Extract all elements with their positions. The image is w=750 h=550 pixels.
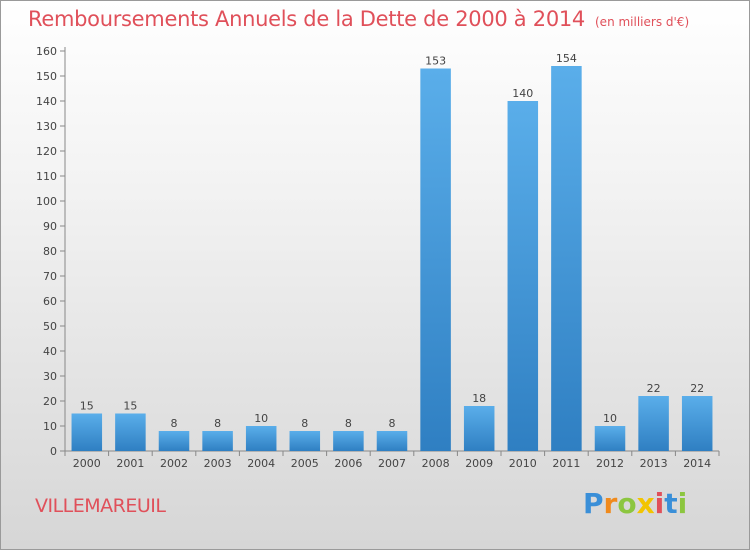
data-label: 10 — [254, 412, 268, 425]
x-tick-label: 2002 — [160, 457, 188, 470]
x-tick-label: 2011 — [552, 457, 580, 470]
data-label: 15 — [80, 400, 94, 413]
bar — [507, 101, 539, 451]
data-label: 8 — [171, 417, 178, 430]
y-tick-label: 20 — [43, 395, 57, 408]
y-tick-label: 90 — [43, 220, 57, 233]
chart-title: Remboursements Annuels de la Dette de 20… — [28, 7, 585, 31]
y-tick-label: 150 — [36, 70, 57, 83]
data-label: 8 — [301, 417, 308, 430]
y-tick-label: 130 — [36, 120, 57, 133]
logo-letter: x — [636, 487, 655, 520]
commune-name: VILLEMAREUIL — [35, 495, 166, 517]
y-tick-label: 80 — [43, 245, 57, 258]
x-tick-label: 2006 — [334, 457, 362, 470]
bar — [551, 66, 582, 451]
y-tick-label: 50 — [43, 320, 57, 333]
y-tick-label: 0 — [50, 445, 57, 458]
data-label: 154 — [556, 52, 577, 65]
logo-letter: i — [654, 487, 665, 520]
data-label: 10 — [603, 412, 617, 425]
bar — [638, 396, 669, 451]
data-label: 140 — [512, 87, 533, 100]
data-label: 18 — [472, 392, 486, 405]
data-label: 8 — [345, 417, 352, 430]
data-label: 153 — [425, 55, 446, 68]
x-tick-label: 2009 — [465, 457, 493, 470]
bar — [158, 431, 190, 451]
chart-subtitle: (en milliers d'€) — [595, 15, 690, 29]
bar — [115, 413, 146, 451]
logo-letter: P — [583, 487, 604, 520]
bar — [202, 431, 233, 451]
data-label: 22 — [647, 382, 661, 395]
y-tick-label: 70 — [43, 270, 57, 283]
y-tick-label: 120 — [36, 145, 57, 158]
y-tick-label: 10 — [43, 420, 57, 433]
bar — [420, 68, 451, 451]
data-label: 22 — [690, 382, 704, 395]
data-label: 8 — [214, 417, 221, 430]
x-tick-label: 2004 — [247, 457, 275, 470]
bar — [245, 426, 277, 451]
y-tick-label: 60 — [43, 295, 57, 308]
y-tick-label: 30 — [43, 370, 57, 383]
bar — [594, 426, 626, 451]
x-tick-label: 2008 — [422, 457, 450, 470]
bar — [376, 431, 408, 451]
y-tick-label: 100 — [36, 195, 57, 208]
y-tick-label: 140 — [36, 95, 57, 108]
logo-letter: o — [617, 487, 637, 520]
logo-letter: r — [603, 487, 618, 520]
data-label: 8 — [389, 417, 396, 430]
x-tick-label: 2005 — [291, 457, 319, 470]
logo-letter: t — [664, 487, 678, 520]
x-tick-label: 2007 — [378, 457, 406, 470]
bar — [681, 396, 713, 451]
chart-title-row: Remboursements Annuels de la Dette de 20… — [28, 7, 689, 31]
data-label: 15 — [123, 400, 137, 413]
proxiti-logo: Proxiti — [583, 487, 687, 520]
bar — [289, 431, 321, 451]
y-tick-label: 40 — [43, 345, 57, 358]
x-tick-label: 2001 — [116, 457, 144, 470]
x-tick-label: 2012 — [596, 457, 624, 470]
bar — [71, 413, 103, 451]
y-tick-label: 110 — [36, 170, 57, 183]
x-tick-label: 2013 — [640, 457, 668, 470]
bar — [463, 406, 495, 451]
x-tick-label: 2010 — [509, 457, 537, 470]
bar — [333, 431, 364, 451]
x-tick-label: 2014 — [683, 457, 711, 470]
x-tick-label: 2003 — [204, 457, 232, 470]
x-tick-label: 2000 — [73, 457, 101, 470]
logo-letter: i — [677, 487, 688, 520]
y-tick-label: 160 — [36, 45, 57, 58]
